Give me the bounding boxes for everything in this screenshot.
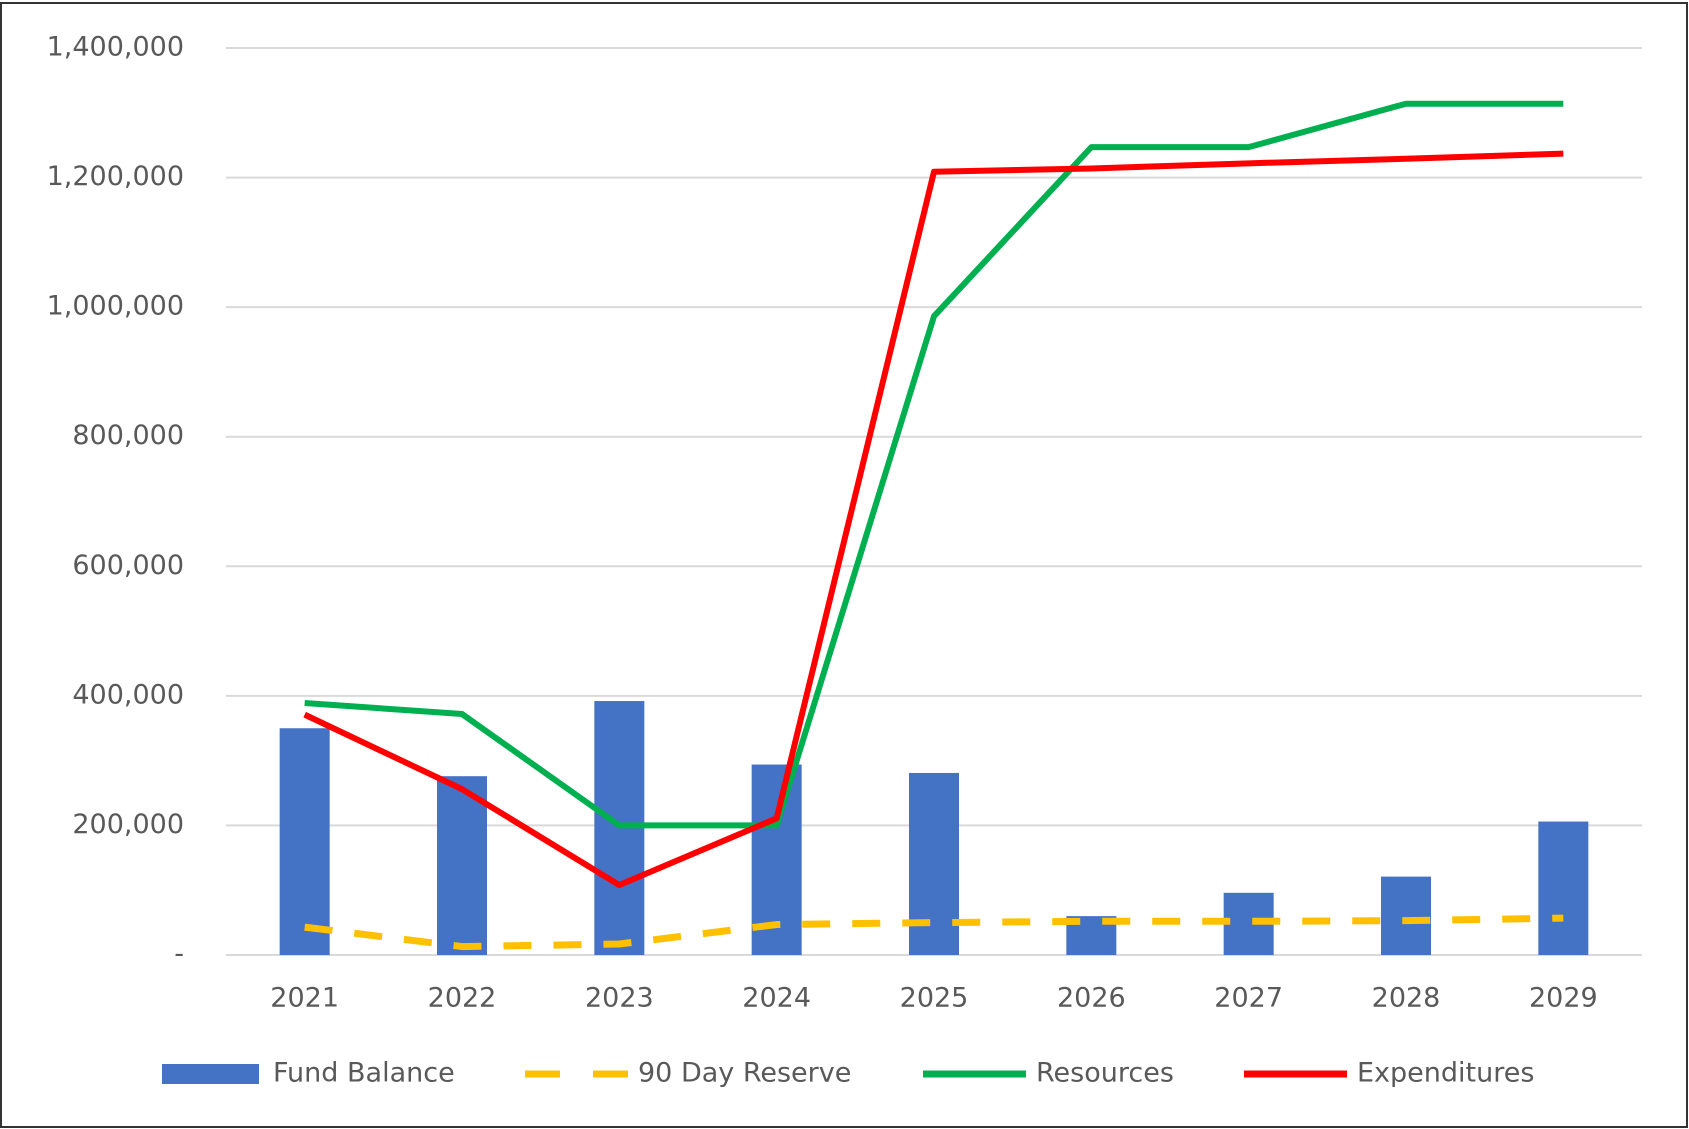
line-series: [303, 150, 1564, 889]
line-series: [304, 914, 1564, 951]
x-tick-label: 2021: [270, 983, 339, 1014]
legend-swatch: [162, 1064, 259, 1084]
legend-label: Expenditures: [1357, 1058, 1534, 1089]
bar: [279, 728, 330, 955]
bar: [909, 772, 959, 955]
x-tick-label: 2024: [742, 983, 811, 1014]
y-tick-label: 800,000: [72, 420, 184, 451]
y-tick-label: 1,200,000: [47, 161, 184, 192]
bar: [1538, 821, 1589, 955]
x-tick-label: 2022: [428, 983, 497, 1014]
line-series: [304, 100, 1564, 829]
x-tick-label: 2023: [585, 983, 654, 1014]
x-tick-label: 2028: [1372, 983, 1441, 1014]
legend-label: Fund Balance: [273, 1058, 455, 1089]
y-tick-label: 1,400,000: [47, 32, 184, 63]
y-tick-label: -: [174, 939, 184, 970]
y-tick-label: 1,000,000: [47, 291, 184, 322]
x-tick-label: 2027: [1214, 983, 1283, 1014]
x-tick-label: 2029: [1529, 983, 1598, 1014]
x-tick-label: 2025: [900, 983, 969, 1014]
y-tick-label: 600,000: [72, 550, 184, 581]
x-tick-label: 2026: [1057, 983, 1126, 1014]
bar: [437, 776, 487, 955]
legend-label: Resources: [1036, 1058, 1174, 1089]
legend-label: 90 Day Reserve: [638, 1058, 851, 1089]
bar: [1381, 876, 1431, 955]
y-tick-label: 200,000: [72, 809, 184, 840]
y-tick-label: 400,000: [72, 679, 184, 710]
